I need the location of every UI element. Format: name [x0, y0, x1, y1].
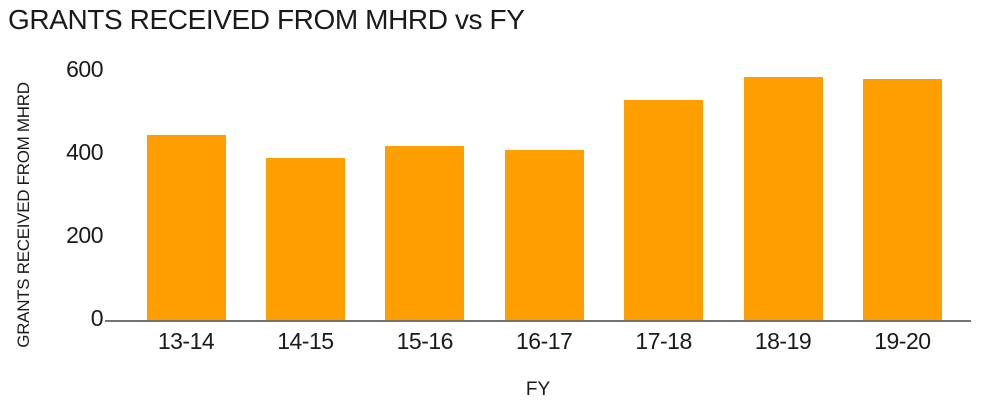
x-tick-label-13-14: 13-14: [157, 328, 215, 354]
y-tick-label-0: 0: [90, 305, 104, 331]
bar-19-20: [862, 79, 942, 320]
bar-13-14: [146, 135, 226, 320]
bar-18-19: [743, 77, 823, 320]
bar-14-15: [265, 158, 345, 320]
x-tick-label-19-20: 19-20: [874, 328, 931, 354]
plot-area: [105, 71, 971, 322]
y-tick-label-600: 600: [66, 56, 103, 82]
x-axis-title: FY: [525, 379, 551, 400]
x-tick-label-14-15: 14-15: [277, 328, 334, 354]
bar-16-17: [504, 149, 584, 320]
y-tick-label-400: 400: [66, 139, 103, 165]
bar-17-18: [624, 100, 704, 320]
chart-title: GRANTS RECEIVED FROM MHRD vs FY: [8, 4, 525, 35]
x-tick-label-16-17: 16-17: [516, 328, 573, 354]
y-tick-label-200: 200: [66, 222, 103, 248]
x-tick-label-15-16: 15-16: [396, 328, 454, 354]
x-tick-label-18-19: 18-19: [754, 328, 812, 354]
bar-15-16: [385, 145, 465, 320]
x-tick-label-17-18: 17-18: [635, 328, 692, 354]
